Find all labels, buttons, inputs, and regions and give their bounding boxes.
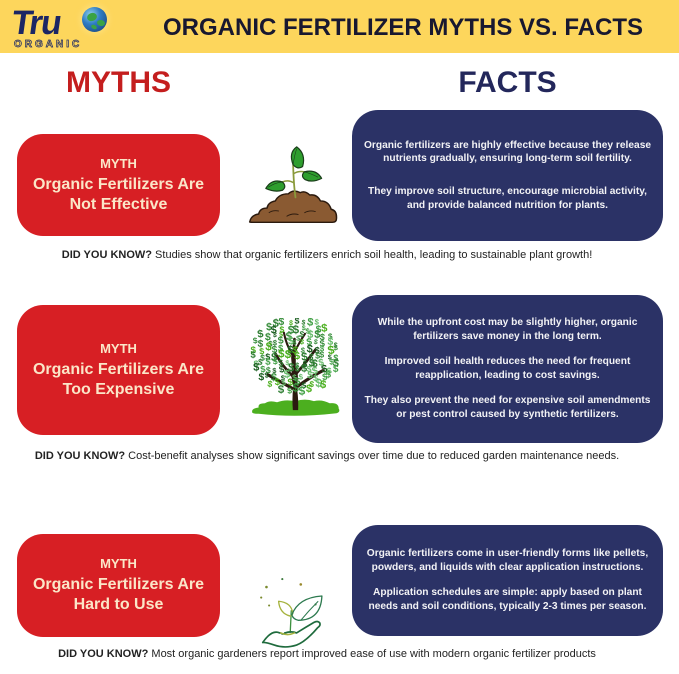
svg-text:$: $ [258,371,265,383]
svg-text:$: $ [298,384,306,398]
svg-text:$: $ [333,364,339,375]
svg-text:$: $ [334,343,339,352]
svg-text:$: $ [278,384,285,396]
svg-text:$: $ [306,383,313,395]
